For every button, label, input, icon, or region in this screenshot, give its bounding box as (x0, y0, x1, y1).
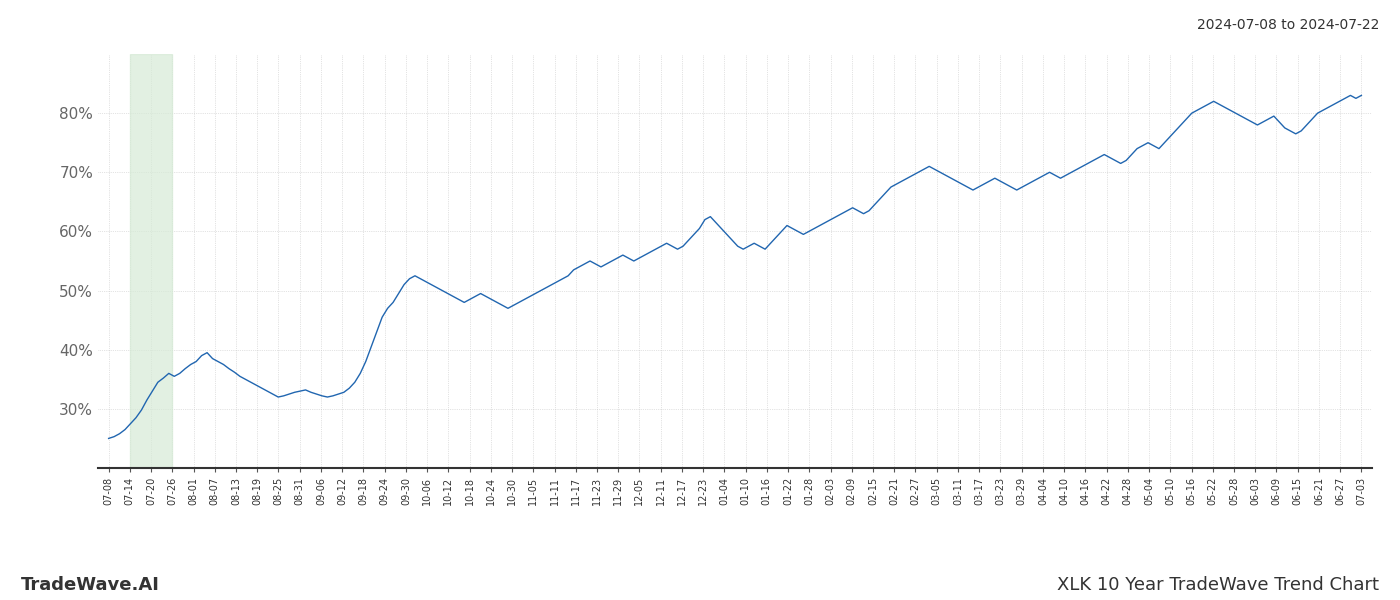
Text: XLK 10 Year TradeWave Trend Chart: XLK 10 Year TradeWave Trend Chart (1057, 576, 1379, 594)
Bar (130, 54, 172, 468)
Text: 2024-07-08 to 2024-07-22: 2024-07-08 to 2024-07-22 (1197, 18, 1379, 32)
Text: TradeWave.AI: TradeWave.AI (21, 576, 160, 594)
